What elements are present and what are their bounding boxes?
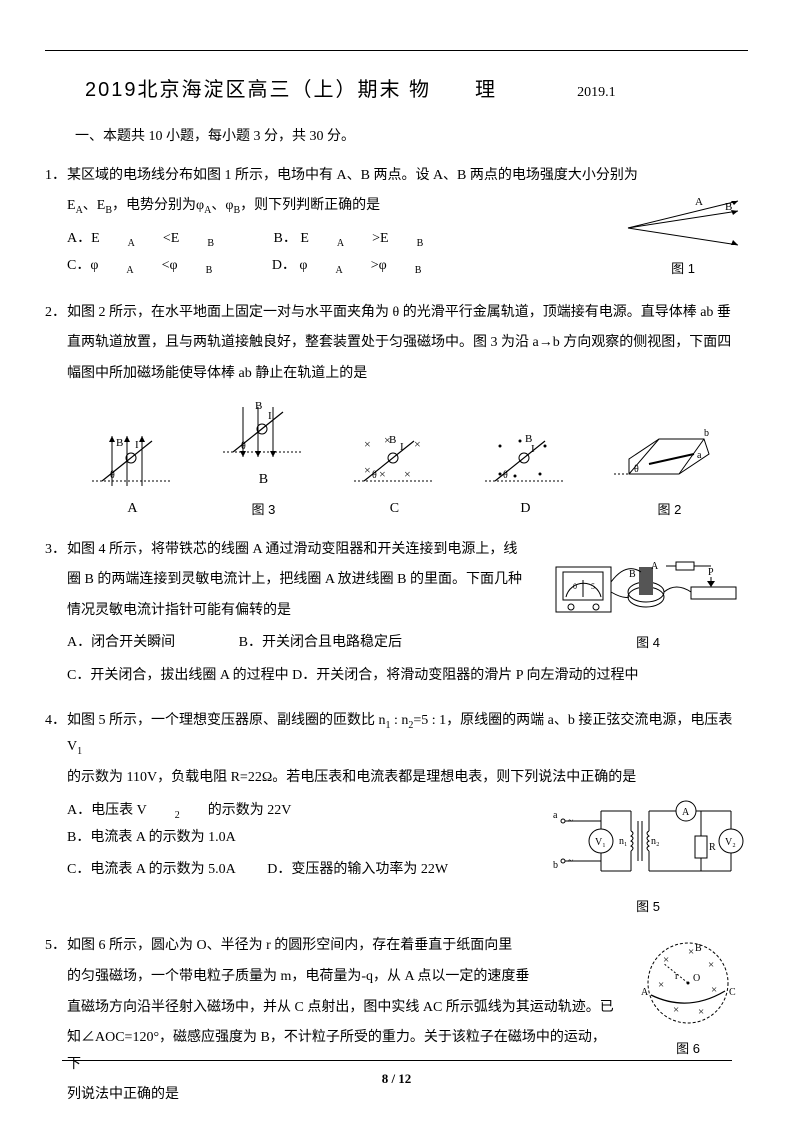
q4-num: 4． [45, 708, 66, 735]
svg-text:R: R [709, 842, 716, 853]
figure-5: ab ~~ V₁ n₁n₂ A V₂ R 图 5 [548, 796, 748, 920]
svg-text:I: I [135, 439, 139, 451]
q2-figA: BI θ A [67, 426, 198, 523]
svg-text:C: C [729, 987, 736, 998]
section-intro: 一、本题共 10 小题，每小题 3 分，共 30 分。 [75, 124, 748, 151]
svg-text:n₂: n₂ [651, 836, 660, 847]
svg-text:×: × [414, 437, 421, 451]
q2-line3: 幅图中所加磁场能使导体棒 ab 静止在轨道上的是 [67, 361, 748, 388]
q1-optA: A．EA<EB [67, 226, 242, 253]
question-4: 4． 如图 5 所示，一个理想变压器原、副线圈的匝数比 n1 : n2=5 : … [45, 708, 748, 920]
svg-text:I: I [531, 443, 535, 455]
svg-text:O: O [693, 973, 700, 984]
svg-text:A: A [651, 561, 659, 572]
q3-optA: A．闭合开关瞬间 [67, 630, 175, 657]
svg-text:A: A [682, 807, 690, 818]
svg-text:b: b [704, 428, 709, 439]
q3-optB: B．开关闭合且电路稳定后 [239, 630, 402, 657]
svg-text:×: × [404, 467, 411, 481]
svg-text:θ: θ [241, 441, 246, 452]
svg-text:×: × [673, 1004, 679, 1016]
q1-num: 1． [45, 163, 66, 190]
exam-title: 2019北京海淀区高三（上）期末 物 理 [85, 71, 497, 109]
svg-text:θ: θ [503, 470, 508, 481]
svg-text:×: × [364, 437, 371, 451]
q4-line1: 如图 5 所示，一个理想变压器原、副线圈的匝数比 n1 : n2=5 : 1，原… [67, 708, 748, 762]
svg-text:×: × [688, 946, 694, 958]
svg-text:×: × [658, 979, 664, 991]
svg-text:×: × [711, 984, 717, 996]
svg-text:a: a [697, 450, 702, 461]
q2-num: 2． [45, 300, 66, 327]
q4-optB: B．电流表 A 的示数为 1.0A [67, 825, 236, 852]
svg-text:×: × [379, 467, 386, 481]
q2-labD: D [460, 496, 591, 523]
q2-figB: BI θ B 图 3 [198, 397, 329, 522]
svg-text:B: B [695, 943, 702, 954]
question-3: 3． 05 BA P 图 4 如图 [45, 537, 748, 694]
q2-figD: BI θ D [460, 426, 591, 523]
fig1-caption: 图 1 [618, 257, 748, 282]
q1-optC: C．φA<φB [67, 253, 240, 280]
q4-line2: 的示数为 110V，负载电阻 R=22Ω。若电压表和电流表都是理想电表，则下列说… [67, 765, 748, 792]
svg-text:a: a [553, 810, 558, 821]
svg-text:B: B [389, 434, 396, 446]
svg-text:B: B [116, 437, 123, 449]
svg-text:I: I [400, 441, 404, 453]
q5-num: 5． [45, 933, 66, 960]
svg-text:θ: θ [372, 470, 377, 481]
top-rule [45, 50, 748, 51]
figure-6: ××× ×× ×× Or AC B 图 6 [628, 933, 748, 1062]
fig4-caption: 图 4 [548, 631, 748, 656]
q2-fig2: θ a b 图 2 [591, 424, 748, 523]
exam-date: 2019.1 [577, 80, 616, 107]
svg-text:V₁: V₁ [595, 837, 606, 848]
q1-optD: D． φA>φB [272, 253, 450, 280]
svg-text:A: A [641, 987, 649, 998]
q2-line2: 直两轨道放置，且与两轨道接触良好，整套装置处于匀强磁场中。图 3 为沿 a→b … [67, 330, 748, 357]
svg-text:V₂: V₂ [725, 837, 736, 848]
q2-labA: A [67, 496, 198, 523]
title-row: 2019北京海淀区高三（上）期末 物 理 2019.1 [45, 71, 748, 109]
q4-optA: A．电压表 V2的示数为 22V [67, 798, 319, 825]
q2-figC: ××× ××× BI θ C [329, 426, 460, 523]
svg-text:×: × [663, 954, 669, 966]
q1-optB: B． EA>EB [274, 226, 452, 253]
q3-optCD: C．开关闭合，拔出线圈 A 的过程中 D．开关闭合，将滑动变阻器的滑片 P 向左… [67, 663, 748, 690]
svg-text:5: 5 [591, 582, 595, 591]
footer-rule [62, 1060, 732, 1061]
question-1: 1． 某区域的电场线分布如图 1 所示，电场中有 A、B 两点。设 A、B 两点… [45, 163, 748, 286]
fig5-caption: 图 5 [548, 895, 748, 920]
fig1-label-b: B [725, 201, 732, 213]
svg-text:×: × [708, 959, 714, 971]
q3-num: 3． [45, 537, 66, 564]
q2-labB: B [198, 467, 329, 494]
figure-4: 0 5 B A P 图 4 [548, 537, 748, 656]
question-2: 2． 如图 2 所示，在水平地面上固定一对与水平面夹角为 θ 的光滑平行金属轨道… [45, 300, 748, 523]
fig2-caption: 图 2 [591, 498, 748, 523]
fig3-caption: 图 3 [198, 498, 329, 523]
q4-optD: D．变压器的输入功率为 22W [267, 857, 448, 884]
svg-text:B: B [255, 400, 262, 412]
q4-optC: C．电流表 A 的示数为 5.0A [67, 857, 236, 884]
svg-text:B: B [629, 569, 636, 580]
svg-text:n₁: n₁ [619, 836, 628, 847]
svg-text:×: × [698, 1006, 704, 1018]
svg-text:b: b [553, 860, 558, 871]
fig1-label-a: A [695, 196, 703, 208]
fig6-caption: 图 6 [628, 1037, 748, 1062]
q2-line1: 如图 2 所示，在水平地面上固定一对与水平面夹角为 θ 的光滑平行金属轨道，顶端… [67, 300, 748, 327]
q2-labC: C [329, 496, 460, 523]
svg-text:I: I [268, 410, 272, 422]
page-footer: 8 / 12 [0, 1060, 793, 1092]
svg-text:P: P [708, 567, 714, 578]
svg-text:θ: θ [634, 464, 639, 475]
svg-text:×: × [364, 463, 371, 477]
q1-line1: 某区域的电场线分布如图 1 所示，电场中有 A、B 两点。设 A、B 两点的电场… [67, 163, 748, 190]
svg-text:θ: θ [110, 470, 115, 481]
page-number: 8 / 12 [382, 1071, 412, 1086]
figure-1: A B 图 1 [618, 193, 748, 282]
svg-text:0: 0 [573, 582, 577, 591]
q2-figures: BI θ A BI θ B 图 3 ××× [67, 397, 748, 522]
